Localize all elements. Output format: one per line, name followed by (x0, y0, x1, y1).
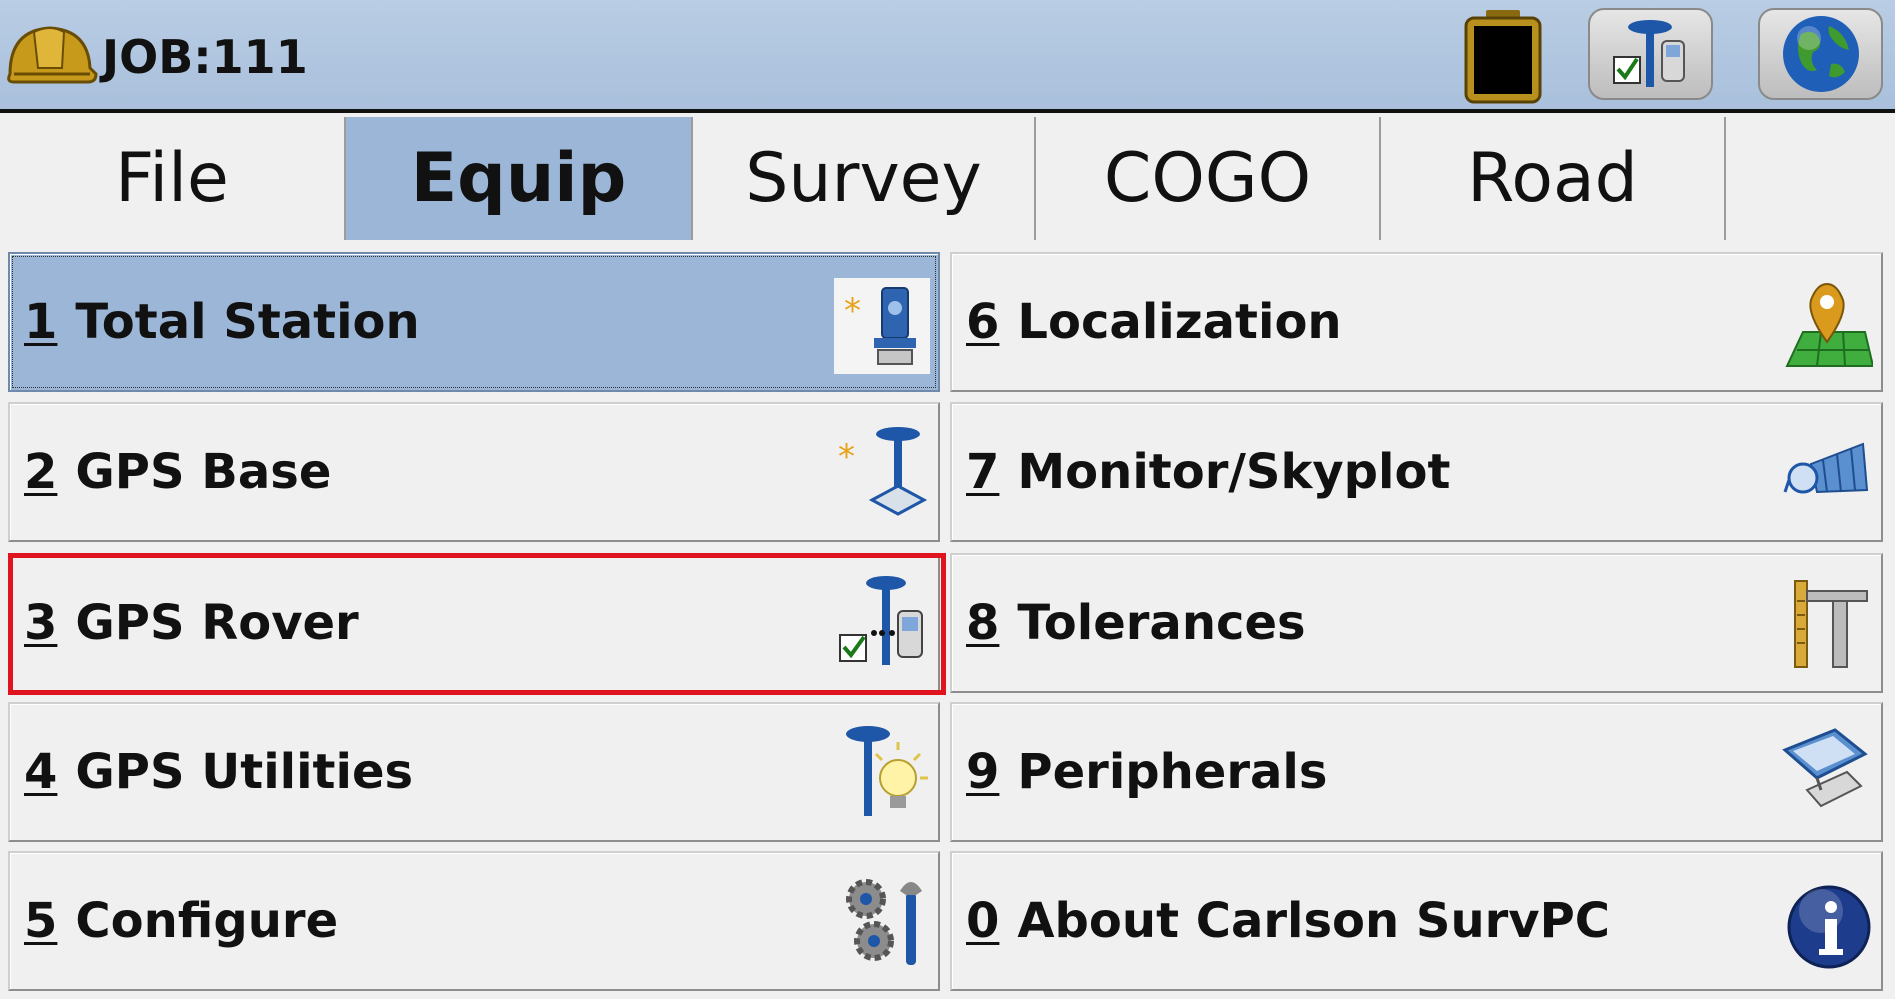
total-station-button[interactable]: 1 Total Station * (8, 252, 940, 392)
globe-icon (1782, 16, 1859, 92)
gears-wrench-icon (846, 879, 922, 965)
battery-icon[interactable] (1462, 8, 1544, 105)
gps-utilities-icon (846, 726, 928, 816)
localization-button[interactable]: 6 Localization (950, 252, 1883, 392)
menu-tabs: File Equip Survey COGO Road (0, 113, 1895, 244)
hard-hat-icon[interactable] (4, 16, 98, 96)
map-pin-icon (1785, 282, 1873, 367)
tab-cogo[interactable]: COGO (1036, 117, 1381, 240)
gps-rover-icon (1612, 20, 1685, 87)
tolerances-button[interactable]: 8 Tolerances (950, 553, 1883, 693)
svg-text:*: * (838, 437, 855, 477)
tab-equip[interactable]: Equip (346, 117, 693, 240)
svg-text:*: * (844, 291, 861, 331)
total-station-icon: * (834, 278, 930, 374)
satellite-icon (1783, 442, 1869, 494)
tab-road[interactable]: Road (1381, 117, 1726, 240)
gps-rover-button[interactable] (1588, 8, 1713, 100)
info-icon (1787, 885, 1871, 969)
gps-base-button[interactable]: 2 GPS Base * (8, 402, 940, 542)
configure-button[interactable]: 5 Configure (8, 851, 940, 991)
globe-button[interactable] (1758, 8, 1883, 100)
tab-survey[interactable]: Survey (693, 117, 1036, 240)
about-button[interactable]: 0 About Carlson SurvPC (950, 851, 1883, 991)
gps-rover-icon (839, 576, 923, 665)
handheld-device-icon (1782, 728, 1868, 808)
title-bar: JOB:111 (0, 0, 1895, 113)
tab-file[interactable]: File (0, 117, 346, 240)
peripherals-button[interactable]: 9 Peripherals (950, 702, 1883, 842)
caliper-icon (1794, 580, 1868, 668)
gps-utilities-button[interactable]: 4 GPS Utilities (8, 702, 940, 842)
monitor-skyplot-button[interactable]: 7 Monitor/Skyplot (950, 402, 1883, 542)
job-title: JOB:111 (102, 30, 308, 84)
gps-rover-menu-button[interactable]: 3 GPS Rover (8, 553, 940, 693)
gps-base-icon: * (838, 427, 928, 516)
